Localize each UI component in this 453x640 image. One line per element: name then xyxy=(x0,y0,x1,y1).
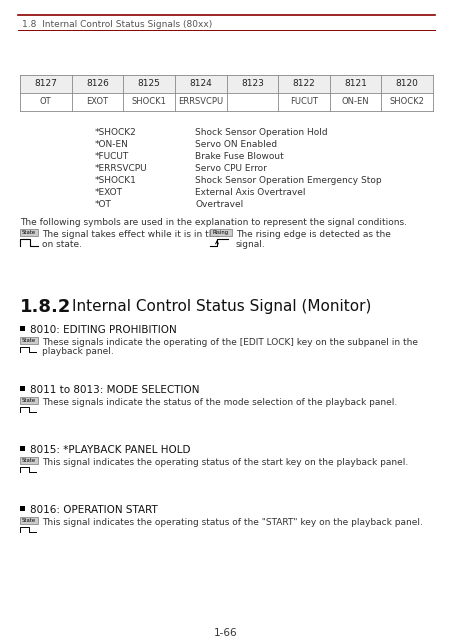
Text: 1.8  Internal Control Status Signals (80xx): 1.8 Internal Control Status Signals (80x… xyxy=(22,20,212,29)
Text: *EXOT: *EXOT xyxy=(95,188,123,197)
Bar xyxy=(226,75,278,93)
Text: 8121: 8121 xyxy=(344,79,367,88)
Text: The signal takes effect while it is in the: The signal takes effect while it is in t… xyxy=(42,230,220,239)
Text: 1-66: 1-66 xyxy=(214,628,238,638)
Bar xyxy=(20,506,25,511)
Text: 1.8.2: 1.8.2 xyxy=(20,298,72,316)
Text: These signals indicate the status of the mode selection of the playback panel.: These signals indicate the status of the… xyxy=(42,398,397,407)
Text: This signal indicates the operating status of the "START" key on the playback pa: This signal indicates the operating stat… xyxy=(42,518,423,527)
FancyBboxPatch shape xyxy=(20,397,38,404)
Text: 8125: 8125 xyxy=(138,79,160,88)
Text: Shock Sensor Operation Emergency Stop: Shock Sensor Operation Emergency Stop xyxy=(195,176,381,185)
Text: 8011 to 8013: MODE SELECTION: 8011 to 8013: MODE SELECTION xyxy=(30,385,199,395)
Text: State: State xyxy=(22,398,36,403)
Text: SHOCK2: SHOCK2 xyxy=(390,97,424,106)
Text: OT: OT xyxy=(40,97,52,106)
Bar xyxy=(20,326,25,331)
Text: *SHOCK2: *SHOCK2 xyxy=(95,128,137,137)
FancyBboxPatch shape xyxy=(20,337,38,344)
Text: State: State xyxy=(22,518,36,523)
Text: The rising edge is detected as the: The rising edge is detected as the xyxy=(236,230,391,239)
Text: ON-EN: ON-EN xyxy=(342,97,369,106)
Text: Servo CPU Error: Servo CPU Error xyxy=(195,164,267,173)
Text: on state.: on state. xyxy=(42,240,82,249)
Text: FUCUT: FUCUT xyxy=(290,97,318,106)
Text: Shock Sensor Operation Hold: Shock Sensor Operation Hold xyxy=(195,128,328,137)
Bar xyxy=(20,75,72,93)
Text: State: State xyxy=(22,458,36,463)
Text: The following symbols are used in the explanation to represent the signal condit: The following symbols are used in the ex… xyxy=(20,218,407,227)
FancyBboxPatch shape xyxy=(20,457,38,464)
Bar xyxy=(278,75,330,93)
Text: 8127: 8127 xyxy=(34,79,57,88)
Text: ERRSVCPU: ERRSVCPU xyxy=(178,97,223,106)
Bar xyxy=(175,75,226,93)
Text: Brake Fuse Blowout: Brake Fuse Blowout xyxy=(195,152,284,161)
Bar xyxy=(20,386,25,391)
Text: EXOT: EXOT xyxy=(87,97,109,106)
FancyBboxPatch shape xyxy=(20,517,38,524)
Bar xyxy=(381,75,433,93)
Text: *ON-EN: *ON-EN xyxy=(95,140,129,149)
Text: 8015: *PLAYBACK PANEL HOLD: 8015: *PLAYBACK PANEL HOLD xyxy=(30,445,191,455)
Text: 8123: 8123 xyxy=(241,79,264,88)
Text: *ERRSVCPU: *ERRSVCPU xyxy=(95,164,148,173)
Bar xyxy=(20,446,25,451)
Text: 8016: OPERATION START: 8016: OPERATION START xyxy=(30,505,158,515)
Text: 8010: EDITING PROHIBITION: 8010: EDITING PROHIBITION xyxy=(30,325,177,335)
Text: *OT: *OT xyxy=(95,200,112,209)
Text: Internal Control Status Signal (Monitor): Internal Control Status Signal (Monitor) xyxy=(72,299,371,314)
Text: External Axis Overtravel: External Axis Overtravel xyxy=(195,188,305,197)
Bar xyxy=(123,75,175,93)
Bar xyxy=(72,75,123,93)
Text: State: State xyxy=(22,230,36,235)
Text: Overtravel: Overtravel xyxy=(195,200,243,209)
Text: SHOCK1: SHOCK1 xyxy=(132,97,167,106)
Bar xyxy=(330,75,381,93)
Text: signal.: signal. xyxy=(236,240,266,249)
Text: 8126: 8126 xyxy=(86,79,109,88)
Text: 8120: 8120 xyxy=(396,79,419,88)
Text: Rising: Rising xyxy=(213,230,229,235)
Text: *FUCUT: *FUCUT xyxy=(95,152,129,161)
Text: State: State xyxy=(22,338,36,343)
Text: This signal indicates the operating status of the start key on the playback pane: This signal indicates the operating stat… xyxy=(42,458,408,467)
Text: 8124: 8124 xyxy=(189,79,212,88)
FancyBboxPatch shape xyxy=(20,229,38,236)
FancyBboxPatch shape xyxy=(210,229,232,236)
Text: Servo ON Enabled: Servo ON Enabled xyxy=(195,140,277,149)
Text: *SHOCK1: *SHOCK1 xyxy=(95,176,137,185)
Text: 8122: 8122 xyxy=(293,79,315,88)
Text: playback panel.: playback panel. xyxy=(42,347,114,356)
Text: These signals indicate the operating of the [EDIT LOCK] key on the subpanel in t: These signals indicate the operating of … xyxy=(42,338,418,347)
